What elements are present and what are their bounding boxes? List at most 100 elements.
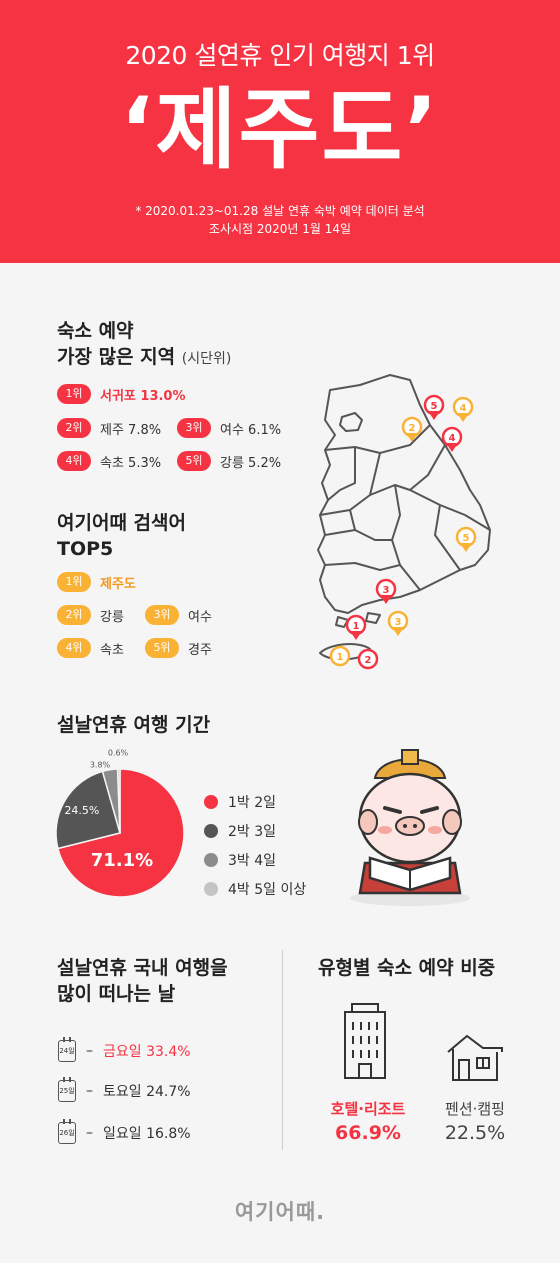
map-region-border (324, 562, 401, 571)
svg-text:5: 5 (431, 401, 438, 412)
departure-row-sunday: 26일 – 일요일 16.8% (58, 1119, 191, 1144)
departure-row-saturday: 25일 – 토요일 24.7% (58, 1077, 191, 1102)
rank-badge: 4위 (57, 638, 91, 658)
map-region-border (327, 447, 356, 501)
rank-badge: 3위 (145, 605, 179, 625)
pie-slice-4 (116, 768, 121, 834)
header-note-line1: * 2020.01.23~01.28 설날 연휴 숙박 예약 데이터 분석 (135, 204, 425, 218)
search-title-line2: TOP5 (57, 538, 114, 560)
legend-dot (204, 794, 218, 809)
svg-text:3: 3 (395, 617, 402, 628)
svg-text:3: 3 (383, 585, 390, 596)
rank-text: 제주 7.8% (100, 422, 162, 438)
header-note: * 2020.01.23~01.28 설날 연휴 숙박 예약 데이터 분석 조사… (0, 202, 560, 238)
accommodation-rank-2: 2위 제주 7.8% (57, 418, 161, 438)
lodging-type-pension-label: 펜션·캠핑 (445, 1100, 505, 1118)
svg-text:4: 4 (449, 433, 456, 444)
header-subtitle: 2020 설연휴 인기 여행지 1위 (125, 41, 435, 70)
pin-red-5: 5 (423, 394, 445, 420)
map-region-border (324, 529, 392, 541)
pie-slice-2 (55, 770, 121, 850)
pin-orange-3: 3 (387, 610, 409, 636)
rank-text: 속초 5.3% (100, 455, 162, 471)
lodging-type-hotel-pct: 66.9% (335, 1122, 401, 1144)
accommodation-title-line2: 가장 많은 지역 (57, 346, 176, 368)
search-rank-3: 3위 여수 (145, 605, 212, 625)
trip-length-legend: 1박 2일 2박 3일 3박 4일 4박 5일 이상 (204, 787, 306, 903)
rank-badge: 1위 (57, 384, 91, 404)
section-divider (282, 950, 283, 1150)
svg-text:4: 4 (460, 403, 467, 414)
trip-length-pie-chart: 71.1% 24.5% 3.8% 0.6% (55, 749, 185, 898)
brand-logo: 여기어때. (234, 1200, 326, 1224)
pin-orange-2: 2 (401, 416, 423, 442)
pie-label-1: 71.1% (91, 850, 153, 871)
lodging-type-title: 유형별 숙소 예약 비중 (318, 957, 496, 979)
rank-badge: 2위 (57, 418, 91, 438)
legend-item: 2박 3일 (204, 816, 306, 845)
dash: – (86, 1125, 93, 1141)
lodging-type-pension-pct: 22.5% (444, 1122, 506, 1144)
header-main-title: ‘제주도’ (120, 78, 440, 181)
departure-title: 설날연휴 국내 여행을 많이 떠나는 날 (57, 955, 228, 1007)
pin-orange-5: 5 (455, 526, 477, 552)
rank-text: 여수 (188, 609, 212, 625)
rank-text: 강릉 5.2% (220, 455, 282, 471)
map-pins: 5 4 2 4 5 3 3 1 1 2 (329, 394, 477, 670)
accommodation-rank-3: 3위 여수 6.1% (177, 418, 281, 438)
svg-text:5: 5 (463, 533, 470, 544)
legend-item: 1박 2일 (204, 787, 306, 816)
search-title-line1: 여기어때 검색어 (57, 512, 186, 534)
accommodation-title-line1: 숙소 예약 (57, 320, 134, 342)
lodging-type-pension: 펜션·캠핑 22.5% (425, 1098, 525, 1144)
dash: – (86, 1043, 93, 1059)
pie-slice-1 (57, 768, 185, 898)
pie-label-2: 24.5% (64, 804, 99, 817)
pin-red-4: 4 (441, 426, 463, 452)
rank-text: 제주도 (100, 576, 136, 592)
legend-item: 4박 5일 이상 (204, 874, 306, 903)
lodging-type-hotel: 호텔·리조트 66.9% (318, 1098, 418, 1144)
rank-text: 경주 (188, 642, 212, 658)
rank-badge: 4위 (57, 451, 91, 471)
accommodation-rank-4: 4위 속초 5.3% (57, 451, 161, 471)
map-region-border (391, 484, 421, 591)
pin-orange-4: 4 (452, 396, 474, 422)
calendar-icon: 24일 (58, 1037, 76, 1062)
search-rank-4: 4위 속초 (57, 638, 124, 658)
legend-label: 3박 4일 (228, 852, 277, 869)
map-region-border (409, 489, 491, 531)
legend-item: 3박 4일 (204, 845, 306, 874)
accommodation-rank-1: 1위 서귀포 13.0% (57, 384, 186, 404)
accommodation-title-line2-wrap: 가장 많은 지역 (시단위) (57, 344, 231, 372)
legend-label: 1박 2일 (228, 794, 277, 811)
map-island (365, 612, 381, 624)
rank-text: 서귀포 13.0% (100, 388, 186, 404)
dash: – (86, 1083, 93, 1099)
pension-icon (447, 1034, 503, 1081)
legend-label: 4박 5일 이상 (228, 881, 307, 898)
departure-title-line2: 많이 떠나는 날 (57, 983, 176, 1005)
pin-red-2: 2 (357, 648, 379, 670)
pie-label-3: 3.8% (90, 761, 111, 770)
svg-text:2: 2 (365, 655, 372, 666)
map-outline (317, 374, 491, 614)
header-note-line2: 조사시점 2020년 1월 14일 (208, 222, 352, 236)
svg-text:1: 1 (337, 652, 344, 663)
departure-text: 금요일 33.4% (103, 1044, 191, 1060)
rank-text: 속초 (100, 642, 124, 658)
rank-badge: 5위 (145, 638, 179, 658)
departure-row-friday: 24일 – 금요일 33.4% (58, 1037, 191, 1062)
hotel-icon (344, 1003, 386, 1079)
trip-length-title: 설날연휴 여행 기간 (57, 714, 211, 736)
lodging-type-hotel-label: 호텔·리조트 (330, 1100, 406, 1118)
search-rank-5: 5위 경주 (145, 638, 212, 658)
map-region-border (349, 509, 356, 531)
header-banner: 2020 설연휴 인기 여행지 1위 ‘제주도’ * 2020.01.23~01… (0, 0, 560, 263)
svg-text:1: 1 (353, 621, 360, 632)
svg-text:2: 2 (409, 423, 416, 434)
departure-title-line1: 설날연휴 국내 여행을 (57, 957, 228, 979)
calendar-icon: 26일 (58, 1119, 76, 1144)
map-region-border (434, 504, 461, 571)
rank-badge: 5위 (177, 451, 211, 471)
